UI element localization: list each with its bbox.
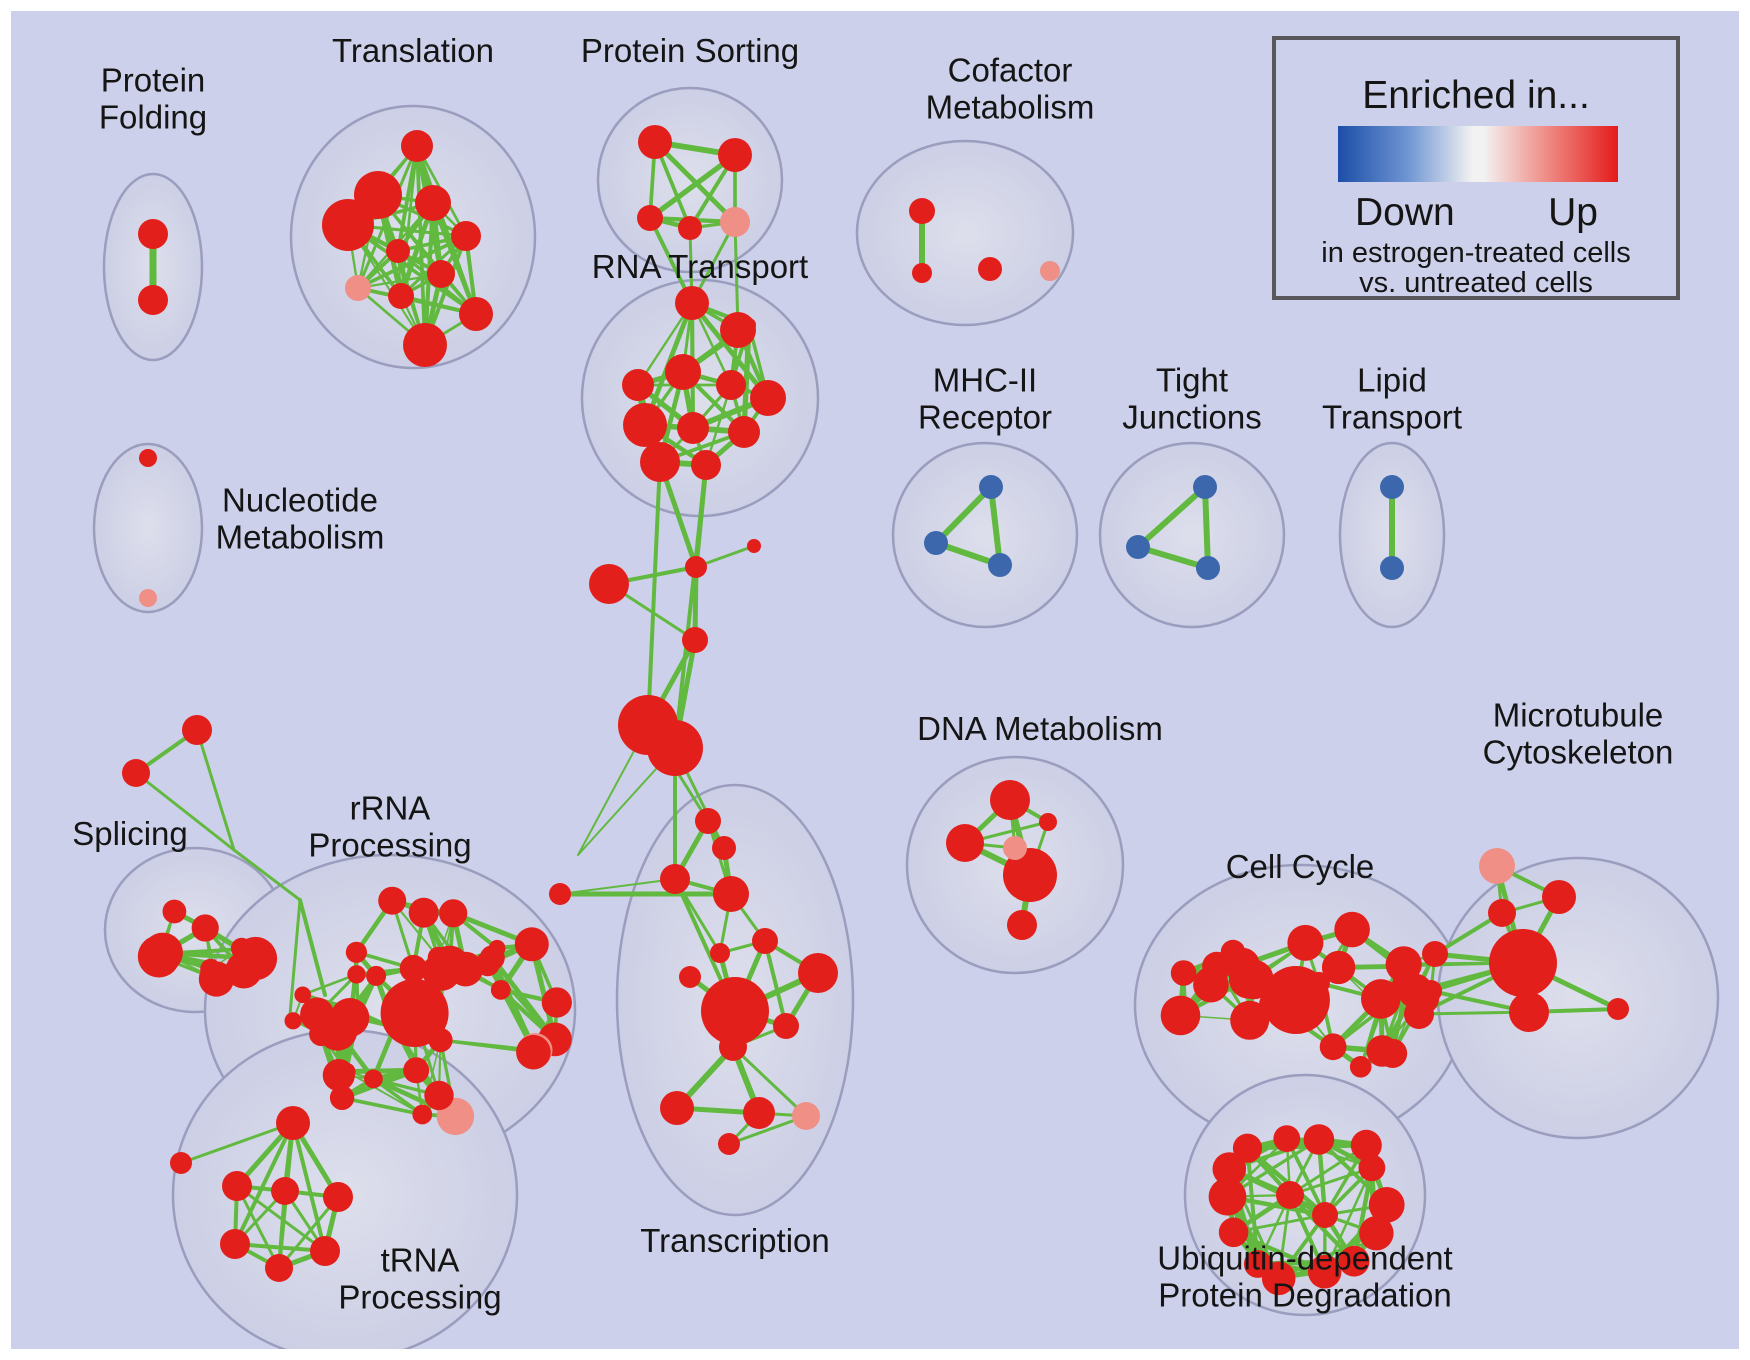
svg-text:DNA Metabolism: DNA Metabolism <box>917 710 1163 747</box>
svg-text:Junctions: Junctions <box>1122 399 1261 436</box>
svg-text:Transcription: Transcription <box>640 1222 830 1259</box>
svg-text:Transport: Transport <box>1322 399 1462 436</box>
svg-text:Tight: Tight <box>1156 362 1228 399</box>
svg-text:Protein Degradation: Protein Degradation <box>1158 1277 1452 1314</box>
svg-text:in estrogen-treated cells: in estrogen-treated cells <box>1321 237 1631 269</box>
svg-text:Processing: Processing <box>308 827 471 864</box>
svg-text:Translation: Translation <box>332 32 494 69</box>
svg-text:Protein: Protein <box>101 62 206 99</box>
svg-text:Cell Cycle: Cell Cycle <box>1226 848 1375 885</box>
svg-text:Metabolism: Metabolism <box>216 519 385 556</box>
svg-text:RNA Transport: RNA Transport <box>592 248 808 285</box>
svg-text:Down: Down <box>1355 191 1455 234</box>
svg-text:Splicing: Splicing <box>72 815 188 852</box>
svg-text:Up: Up <box>1548 191 1598 234</box>
svg-text:Cytoskeleton: Cytoskeleton <box>1483 734 1674 771</box>
svg-text:Lipid: Lipid <box>1357 362 1427 399</box>
svg-text:Receptor: Receptor <box>918 399 1052 436</box>
svg-text:Ubiquitin-dependent: Ubiquitin-dependent <box>1157 1240 1452 1277</box>
svg-text:Processing: Processing <box>338 1279 501 1316</box>
svg-text:Metabolism: Metabolism <box>926 89 1095 126</box>
svg-text:MHC-II: MHC-II <box>933 362 1037 399</box>
svg-text:vs. untreated cells: vs. untreated cells <box>1359 267 1593 299</box>
svg-text:Protein Sorting: Protein Sorting <box>581 32 799 69</box>
svg-text:rRNA: rRNA <box>350 790 431 827</box>
svg-text:Cofactor: Cofactor <box>948 52 1073 89</box>
svg-text:Folding: Folding <box>99 99 207 136</box>
svg-text:Nucleotide: Nucleotide <box>222 482 378 519</box>
svg-text:tRNA: tRNA <box>381 1242 460 1279</box>
svg-text:Microtubule: Microtubule <box>1493 697 1664 734</box>
svg-text:Enriched in...: Enriched in... <box>1362 74 1590 117</box>
